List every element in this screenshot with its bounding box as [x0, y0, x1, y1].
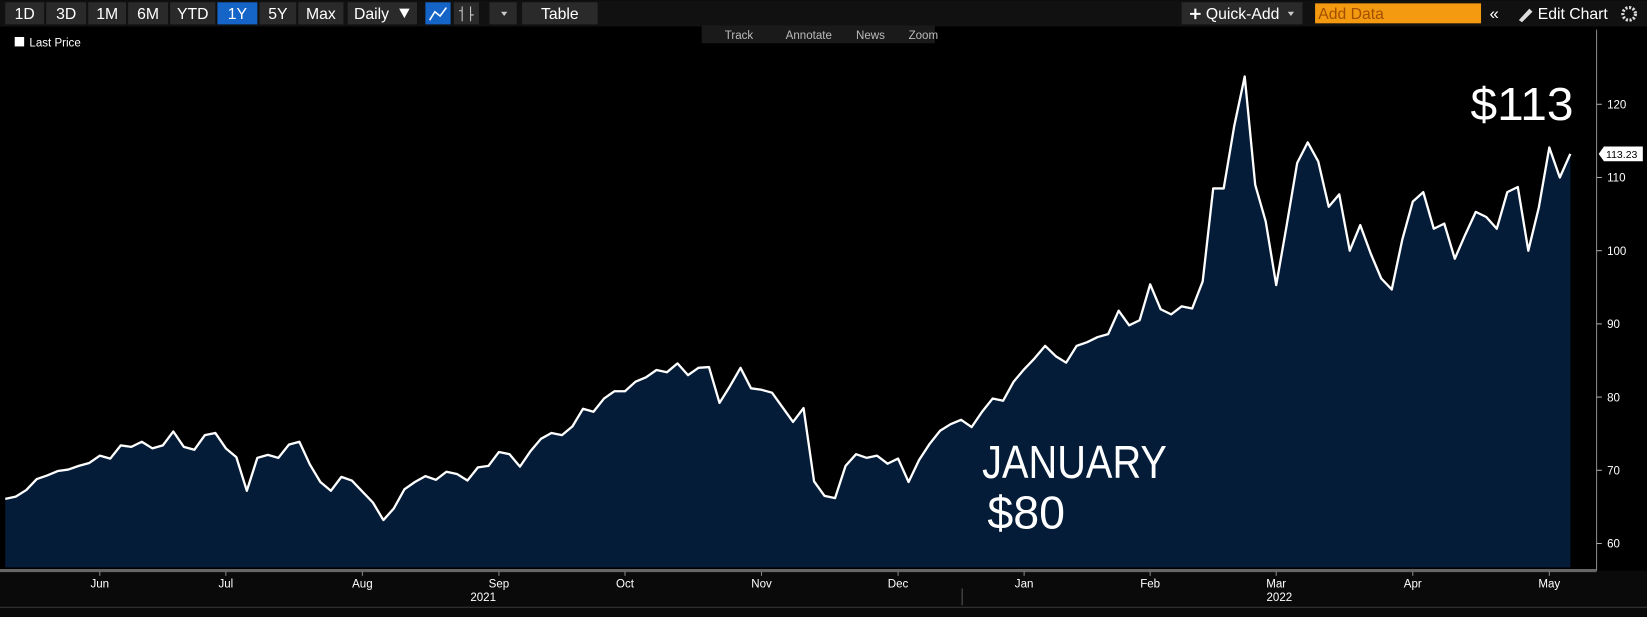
- range-button[interactable]: [170, 2, 216, 25]
- settings-icon[interactable]: [1621, 5, 1638, 22]
- x-tick-label: Nov: [751, 578, 772, 590]
- chart-tool[interactable]: Annotate: [786, 30, 832, 42]
- annotation: JANUARY: [982, 436, 1167, 488]
- range-button[interactable]: [5, 2, 45, 25]
- x-axis-band: [0, 570, 1647, 617]
- year-label: 2022: [1267, 592, 1293, 604]
- range-button[interactable]: [88, 2, 127, 25]
- frequency-label[interactable]: Daily: [354, 6, 389, 23]
- last-price-label: 113.23: [1606, 149, 1637, 161]
- x-tick-label: Jan: [1015, 578, 1034, 590]
- x-tick-label: May: [1538, 578, 1560, 590]
- more-arrow: [501, 11, 508, 16]
- add-data-input[interactable]: [1315, 3, 1482, 24]
- chart-tool[interactable]: Zoom: [909, 30, 939, 42]
- range-button[interactable]: [128, 2, 169, 25]
- price-line: [5, 75, 1572, 522]
- table-button[interactable]: [522, 2, 598, 25]
- range-button[interactable]: [46, 2, 87, 25]
- y-tick-label: 120: [1607, 99, 1626, 111]
- pencil-icon: [1518, 8, 1533, 23]
- frequency-button[interactable]: [347, 2, 418, 25]
- table-label[interactable]: Table: [541, 6, 579, 23]
- annotation: $80: [987, 487, 1065, 539]
- quick-add-button[interactable]: [1181, 2, 1303, 25]
- range-label[interactable]: 5Y: [268, 6, 288, 23]
- y-tick-label: 60: [1607, 539, 1620, 551]
- chart-tool[interactable]: Track: [725, 30, 754, 42]
- tools-bar: [701, 25, 935, 44]
- dropdown-arrow[interactable]: [399, 8, 410, 19]
- quick-add-label[interactable]: Quick-Add: [1206, 6, 1280, 23]
- y-tick-label: 110: [1607, 173, 1625, 185]
- chart-tool[interactable]: News: [856, 30, 885, 42]
- add-data-placeholder[interactable]: Add Data: [1318, 6, 1384, 23]
- range-label[interactable]: YTD: [177, 6, 209, 23]
- range-label[interactable]: 6M: [137, 6, 159, 23]
- edit-chart-label[interactable]: Edit Chart: [1538, 6, 1609, 23]
- plus-icon: [1190, 8, 1201, 20]
- collapse-icon[interactable]: «: [1489, 4, 1498, 23]
- last-price-tag: [1598, 146, 1643, 162]
- x-tick-label: Apr: [1404, 578, 1422, 590]
- x-tick-label: Aug: [352, 578, 373, 590]
- range-label[interactable]: 1Y: [228, 6, 248, 23]
- year-label: 2021: [470, 592, 496, 604]
- legend-label: Last Price: [29, 37, 80, 49]
- y-tick-label: 80: [1607, 392, 1620, 404]
- y-tick-label: 90: [1607, 319, 1620, 331]
- x-tick-label: Feb: [1140, 578, 1160, 590]
- x-tick-label: Mar: [1266, 578, 1286, 590]
- range-label[interactable]: 1D: [15, 6, 35, 23]
- range-button[interactable]: [259, 2, 297, 25]
- x-tick-label: Dec: [888, 578, 909, 590]
- x-tick-label: Jun: [90, 578, 109, 590]
- bar-chart-button[interactable]: [453, 2, 479, 25]
- range-button[interactable]: [298, 2, 344, 25]
- legend-swatch: [14, 36, 25, 47]
- range-label[interactable]: 1M: [96, 6, 118, 23]
- annotation: $113: [1471, 78, 1574, 130]
- y-tick-label: 100: [1607, 246, 1626, 258]
- range-label[interactable]: 3D: [56, 6, 76, 23]
- x-tick-label: Oct: [616, 578, 635, 590]
- x-tick-label: Sep: [489, 578, 510, 590]
- range-button[interactable]: [217, 2, 258, 25]
- quick-add-arrow: [1287, 11, 1295, 16]
- line-icon: [428, 7, 448, 21]
- y-tick-label: 70: [1607, 465, 1620, 477]
- area-fill: [5, 76, 1571, 568]
- range-label[interactable]: Max: [306, 6, 336, 23]
- bar-icon: [459, 6, 474, 22]
- x-tick-label: Jul: [218, 578, 233, 590]
